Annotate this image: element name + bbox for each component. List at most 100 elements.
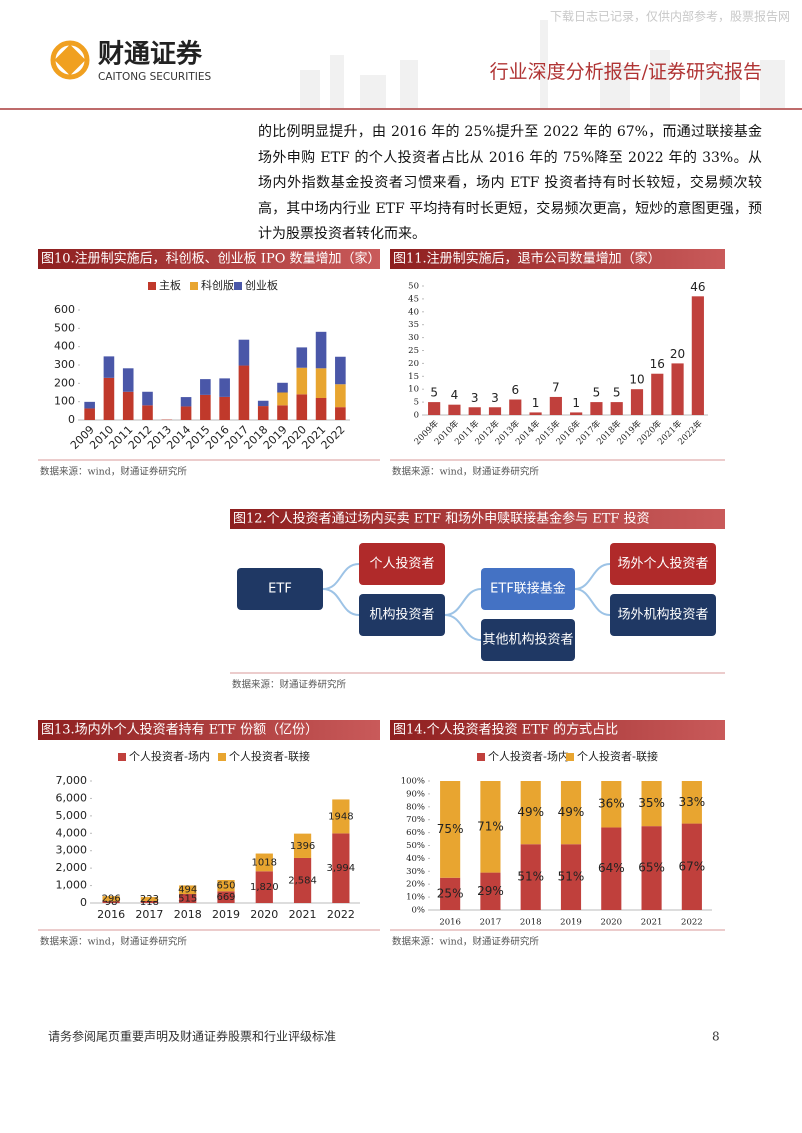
data-label: 5 bbox=[613, 386, 621, 400]
y-tick-label: 0 bbox=[80, 896, 87, 909]
bar bbox=[549, 396, 562, 415]
bar-segment bbox=[257, 406, 269, 420]
data-label: 10 bbox=[629, 373, 644, 387]
data-label: 7 bbox=[552, 380, 560, 394]
figure-title-bar bbox=[38, 249, 380, 269]
y-tick-label: 90% bbox=[406, 789, 425, 799]
bar-segment bbox=[296, 394, 308, 420]
x-tick-label: 2017 bbox=[480, 918, 502, 928]
bar-segment bbox=[180, 397, 192, 407]
y-tick-label: 50 bbox=[408, 282, 419, 292]
y-tick-label: 10 bbox=[408, 385, 419, 395]
y-tick-label: 600 bbox=[54, 303, 75, 316]
y-tick-label: 0% bbox=[412, 906, 426, 916]
legend-label: 个人投资者-联接 bbox=[577, 749, 658, 763]
data-label: 223 bbox=[140, 894, 159, 905]
y-tick-label: 45 bbox=[408, 294, 419, 304]
y-tick-label: 2,000 bbox=[56, 861, 88, 874]
x-tick-label: 2020 bbox=[600, 918, 622, 928]
source: 数据来源：财通证券研究所 bbox=[232, 679, 347, 691]
bar bbox=[691, 296, 704, 415]
x-tick-label: 2022 bbox=[681, 918, 703, 928]
bar-segment bbox=[601, 827, 622, 910]
data-label: 16 bbox=[650, 357, 665, 371]
legend-label: 个人投资者-场内 bbox=[488, 749, 569, 763]
data-label: 296 bbox=[102, 894, 121, 905]
skyline bbox=[300, 20, 785, 108]
legend-swatch bbox=[477, 753, 485, 761]
bar-segment bbox=[217, 891, 235, 903]
y-tick-label: 30% bbox=[406, 867, 425, 877]
data-label: 669 bbox=[216, 892, 235, 903]
node: 个人投资者 bbox=[359, 543, 445, 585]
report-type: 行业深度分析报告/证券研究报告 bbox=[490, 61, 762, 83]
source: 数据来源：wind，财通证券研究所 bbox=[40, 936, 187, 948]
node-label: ETF联接基金 bbox=[490, 581, 566, 597]
x-tick-label: 2018 bbox=[174, 908, 202, 921]
bar-segment bbox=[84, 401, 95, 409]
legend-label: 个人投资者-场内 bbox=[129, 749, 210, 763]
y-tick-label: 5,000 bbox=[56, 809, 88, 822]
y-tick-label: 60% bbox=[406, 828, 425, 838]
bar-segment bbox=[520, 844, 541, 910]
bar bbox=[651, 373, 664, 415]
bar-segment bbox=[200, 394, 211, 420]
data-label: 33% bbox=[679, 795, 706, 809]
bar-segment bbox=[255, 871, 273, 903]
legend-swatch bbox=[148, 282, 156, 290]
legend-label: 创业板 bbox=[245, 278, 278, 292]
x-tick-label: 2020 bbox=[250, 908, 278, 921]
x-tick-label: 2021 bbox=[289, 908, 317, 921]
y-tick-label: 35 bbox=[408, 320, 419, 330]
legend-swatch bbox=[566, 753, 574, 761]
data-label: 4 bbox=[451, 388, 459, 402]
bar-segment bbox=[219, 378, 230, 397]
data-label: 1 bbox=[572, 396, 580, 410]
node-label: 场外个人投资者 bbox=[617, 556, 708, 572]
legend-swatch bbox=[234, 282, 242, 290]
logo-en: CAITONG SECURITIES bbox=[98, 71, 211, 83]
watermark: 下载日志已记录，仅供内部参考，股票报告网 bbox=[550, 9, 790, 24]
data-label: 1,820 bbox=[250, 882, 279, 893]
bar-segment bbox=[335, 356, 346, 385]
data-label: 3 bbox=[471, 391, 479, 405]
source: 数据来源：wind，财通证券研究所 bbox=[392, 936, 539, 948]
node: 其他机构投资者 bbox=[481, 619, 575, 661]
data-label: 49% bbox=[517, 805, 544, 819]
node: 机构投资者 bbox=[359, 594, 445, 636]
bar bbox=[630, 389, 644, 415]
bar-segment bbox=[681, 823, 702, 910]
figure-title-bar bbox=[38, 720, 380, 740]
data-label: 1 bbox=[532, 396, 540, 410]
y-tick-label: 50% bbox=[406, 841, 425, 851]
page-number: 8 bbox=[712, 1030, 720, 1044]
data-label: 3 bbox=[491, 391, 499, 405]
bar-segment bbox=[122, 368, 134, 392]
figure-title: 图13.场内外个人投资者持有 ETF 份额（亿份） bbox=[41, 722, 318, 738]
node-label: 机构投资者 bbox=[369, 607, 434, 623]
bar bbox=[468, 407, 481, 415]
bar-segment bbox=[332, 833, 350, 903]
bar-segment bbox=[102, 901, 120, 903]
legend-swatch bbox=[218, 753, 226, 761]
y-tick-label: 80% bbox=[406, 802, 425, 812]
node: ETF bbox=[237, 568, 323, 610]
data-label: 494 bbox=[178, 885, 197, 896]
bar-segment bbox=[520, 781, 541, 845]
bar-segment bbox=[257, 400, 269, 407]
bar bbox=[448, 404, 461, 415]
legend-label: 科创版 bbox=[201, 278, 234, 292]
data-label: 1948 bbox=[328, 811, 353, 822]
data-label: 67% bbox=[679, 859, 706, 873]
y-tick-label: 7,000 bbox=[56, 774, 88, 787]
bar-segment bbox=[641, 826, 662, 910]
bar bbox=[428, 402, 441, 415]
x-tick-label: 2016 bbox=[439, 918, 461, 928]
data-label: 118 bbox=[140, 897, 159, 908]
node-label: 其他机构投资者 bbox=[482, 632, 573, 648]
bar-segment bbox=[440, 781, 461, 878]
data-label: 1396 bbox=[290, 841, 315, 852]
paragraph: 的比例明显提升，由 2016 年的 25%提升至 2022 年的 67%，而通过… bbox=[258, 124, 762, 243]
legend-label: 个人投资者-联接 bbox=[229, 749, 310, 763]
data-label: 20 bbox=[670, 347, 685, 361]
